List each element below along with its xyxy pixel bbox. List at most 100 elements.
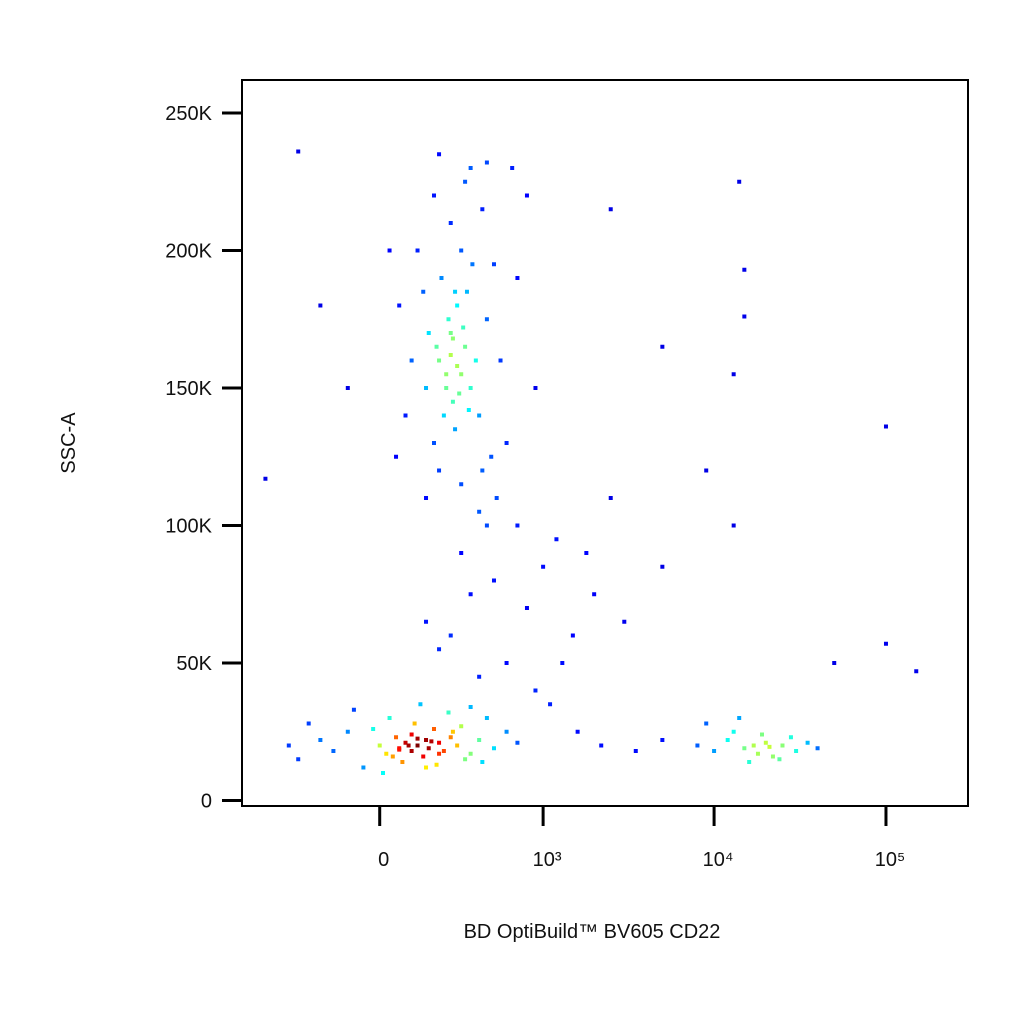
y-tick-label: 200K: [165, 241, 212, 263]
event-dot: [742, 746, 747, 751]
event-dot: [575, 729, 580, 734]
event-dot: [815, 746, 820, 751]
event-dot: [415, 743, 420, 748]
event-dot: [504, 661, 509, 665]
event-dot: [541, 564, 546, 569]
event-dot: [759, 732, 764, 737]
event-dot: [455, 303, 460, 308]
y-tick-label: 0: [201, 791, 212, 813]
x-tick-label: 10³: [533, 849, 562, 871]
event-dot: [437, 152, 442, 157]
event-dot: [515, 740, 520, 745]
event-dot: [477, 509, 482, 514]
y-tick-label: 250K: [165, 103, 212, 125]
event-dot: [437, 647, 442, 652]
event-dot: [286, 743, 291, 748]
event-dot: [296, 149, 301, 154]
event-dot: [437, 751, 442, 756]
event-dot: [832, 661, 837, 665]
event-dot: [448, 221, 453, 225]
event-dot: [491, 578, 496, 583]
event-dot: [459, 372, 464, 377]
event-dot: [434, 762, 439, 767]
event-dot: [296, 757, 301, 762]
event-dot: [437, 358, 442, 363]
event-dot: [480, 468, 485, 473]
event-dot: [459, 248, 464, 253]
event-dot: [409, 732, 414, 737]
event-dot: [450, 729, 455, 734]
event-dot: [448, 633, 453, 638]
event-dot: [421, 289, 426, 294]
event-dot: [306, 721, 311, 726]
event-dot: [548, 702, 553, 707]
y-tick-label: 50K: [176, 653, 212, 675]
event-dot: [439, 276, 444, 280]
event-dot: [660, 344, 665, 349]
event-dot: [394, 735, 399, 740]
event-dot: [448, 331, 453, 335]
event-dot: [780, 743, 785, 748]
y-axis-label: SSC-A: [58, 412, 80, 474]
event-dot: [377, 743, 382, 748]
event-dot: [441, 749, 446, 753]
event-dot: [345, 729, 350, 734]
event-dot: [763, 740, 768, 745]
event-dot: [742, 267, 747, 272]
event-dot: [491, 262, 496, 267]
event-dot: [444, 372, 449, 377]
event-dot: [468, 386, 473, 390]
event-dot: [533, 386, 538, 390]
event-dot: [608, 496, 613, 500]
event-dot: [448, 735, 453, 740]
event-dot: [599, 743, 604, 748]
event-dot: [387, 716, 392, 720]
event-dot: [450, 399, 455, 404]
event-dot: [468, 592, 473, 597]
event-dot: [883, 641, 888, 646]
event-dot: [468, 705, 473, 709]
event-dot: [883, 424, 888, 429]
event-dot: [498, 358, 503, 363]
event-dot: [412, 721, 417, 726]
event-dot: [480, 207, 485, 212]
event-dot: [463, 344, 468, 349]
event-dot: [560, 661, 565, 665]
event-dot: [459, 551, 464, 555]
event-dot: [504, 729, 509, 734]
event-dot: [351, 707, 356, 712]
event-dot: [731, 372, 736, 377]
event-dot: [432, 193, 437, 198]
y-tick-label: 100K: [165, 516, 212, 538]
event-dot: [794, 749, 799, 753]
event-dot: [480, 760, 485, 764]
event-dot: [437, 740, 442, 745]
event-dot: [331, 749, 336, 753]
event-dot: [415, 248, 420, 253]
event-dot: [695, 743, 700, 748]
event-dot: [384, 751, 389, 756]
event-dot: [455, 364, 460, 368]
event-dot: [434, 344, 439, 349]
event-dot: [403, 740, 408, 745]
x-tick-label: 10⁵: [875, 849, 906, 871]
event-dot: [450, 336, 455, 341]
event-dot: [914, 669, 919, 674]
event-dot: [464, 289, 469, 294]
event-dot: [712, 749, 717, 753]
event-dot: [444, 386, 449, 390]
event-dot: [524, 606, 529, 610]
event-dot: [470, 262, 475, 267]
event-dot: [463, 757, 468, 762]
event-dot: [459, 724, 464, 729]
event-dot: [459, 482, 464, 487]
event-dot: [426, 746, 431, 751]
event-dot: [448, 353, 453, 357]
event-dot: [426, 331, 431, 335]
event-dot: [660, 738, 665, 742]
event-dot: [622, 619, 627, 624]
event-dot: [477, 674, 482, 679]
event-dot: [371, 727, 376, 731]
